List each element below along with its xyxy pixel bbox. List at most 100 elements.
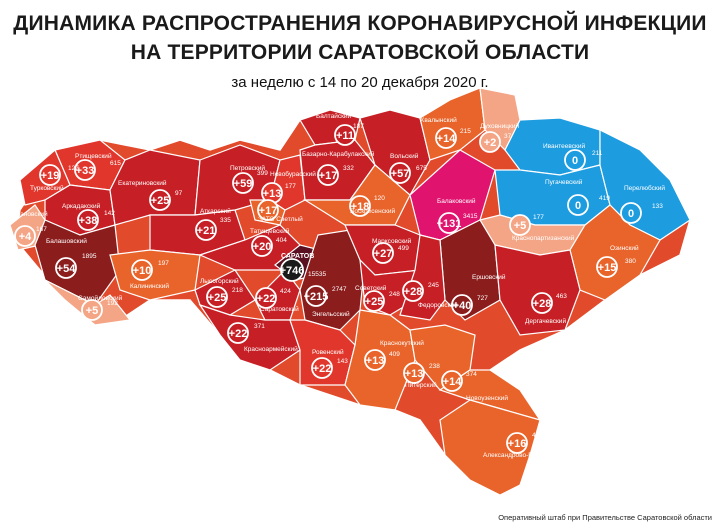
total-ershovsky: 727 — [477, 295, 488, 302]
total-baltaysky: 187 — [353, 123, 364, 130]
name-rovensky: Ровенский — [312, 348, 344, 356]
increase-perelyubsky: 0 — [628, 208, 634, 220]
increase-bazarno_karabulaksky: +17 — [319, 170, 338, 182]
name-zato_svetly: ЗАТО Светлый — [258, 215, 303, 223]
total-kalininsky: 197 — [158, 260, 169, 267]
name-engelsky: Энгельсский — [312, 310, 350, 318]
increase-samoylovsky: +5 — [86, 305, 99, 317]
name-sovetsky: Советский — [355, 284, 387, 292]
badge-bazarno_karabulaksky — [317, 164, 339, 186]
increase-baltaysky: +11 — [336, 130, 354, 142]
increase-lysogorsky: +25 — [208, 292, 227, 304]
increase-volsky: +57 — [391, 168, 410, 180]
increase-krasnokutsky: +13 — [366, 355, 385, 367]
badge-ekaterinovsky — [149, 189, 171, 211]
name-samoylovsky: Самойловский — [78, 294, 123, 302]
name-tatishchevsky: Татищевский — [250, 227, 290, 235]
total-ekaterinovsky: 97 — [175, 190, 183, 197]
increase-marksovsky: +27 — [374, 248, 393, 260]
name-romanovsky: Романовский — [8, 210, 48, 218]
badge-pitersky — [403, 362, 425, 384]
district-pugachevsky — [494, 164, 611, 226]
badge-ivanteevsky — [564, 149, 586, 171]
increase-ershovsky: +40 — [453, 300, 472, 312]
total-saratov: 15535 — [308, 271, 326, 278]
badge-rovensky — [311, 357, 333, 379]
name-fedorovsky: Федоровский — [418, 301, 458, 309]
name-krasnopartizansky: Краснопартизанский — [512, 234, 575, 242]
name-turkovsky: Турковский — [30, 184, 64, 192]
total-lysogorsky: 218 — [232, 287, 243, 294]
title-line-2: НА ТЕРРИТОРИИ САРАТОВСКОЙ ОБЛАСТИ — [130, 41, 590, 64]
total-romanovsky: 167 — [36, 226, 47, 233]
increase-ekaterinovsky: +25 — [151, 195, 170, 207]
increase-rtishchevsky: +33 — [76, 165, 95, 177]
increase-balashovsky: +54 — [57, 263, 77, 275]
name-ozinsky: Озинский — [610, 244, 639, 252]
badge-tatishchevsky — [251, 235, 273, 257]
increase-romanovsky: +4 — [19, 231, 32, 243]
title-line-1: ДИНАМИКА РАСПРОСТРАНЕНИЯ КОРОНАВИРУСНОЙ … — [13, 12, 707, 35]
increase-pitersky: +13 — [405, 368, 424, 380]
total-fedorovsky: 245 — [428, 282, 439, 289]
name-ershovsky: Ершовский — [472, 273, 506, 281]
total-pugachevsky: 419 — [599, 195, 610, 202]
badge-volsky — [389, 162, 411, 184]
badge-lysogorsky — [206, 286, 228, 308]
name-ivanteevsky: Ивантеевский — [543, 142, 585, 150]
badge-baltaysky — [334, 124, 356, 146]
name-pugachevsky: Пугачевский — [545, 178, 583, 186]
total-atkarsky: 335 — [220, 217, 231, 224]
increase-krasnoarmeysky: +22 — [229, 328, 248, 340]
total-arkadaksky: 142 — [104, 210, 115, 217]
increase-atkarsky: +21 — [197, 225, 216, 237]
increase-arkadaksky: +38 — [79, 215, 98, 227]
badge-marksovsky — [372, 242, 394, 264]
badge-dukhovnitsky — [479, 131, 501, 153]
badge-rtishchevsky — [74, 159, 96, 181]
badge-dergachevsky — [531, 292, 553, 314]
name-ekaterinovsky: Екатериновский — [118, 179, 167, 187]
total-aleksandrovo_gaysky: 441 — [532, 432, 543, 439]
badge-petrovsky — [232, 172, 254, 194]
badge-romanovsky — [14, 225, 36, 247]
name-dergachevsky: Дергачевский — [525, 317, 566, 325]
name-krasnoarmeysky: Красноармейский — [244, 345, 298, 353]
badge-pugachevsky — [567, 194, 589, 216]
badge-krasnokutsky — [364, 349, 386, 371]
badge-fedorovsky — [402, 280, 424, 302]
total-novouzensky: 374 — [466, 371, 477, 378]
total-ivanteevsky: 211 — [592, 150, 603, 157]
district-aleksandrovo_gaysky — [439, 399, 541, 496]
badge-krasnopartizansky — [509, 214, 531, 236]
badge-arkadaksky — [77, 209, 99, 231]
total-balashovsky: 1895 — [82, 253, 97, 260]
badge-ozinsky — [596, 256, 618, 278]
total-saratovsky: 424 — [280, 288, 291, 295]
increase-saratovsky: +22 — [257, 293, 276, 305]
increase-novouzensky: +14 — [443, 376, 463, 388]
name-arkadaksky: Аркадакский — [62, 202, 101, 210]
total-bazarno_karabulaksky: 332 — [343, 165, 354, 172]
badge-samoylovsky — [81, 299, 103, 321]
increase-engelsky: +215 — [304, 291, 329, 303]
total-engelsky: 2747 — [332, 286, 347, 293]
total-marksovsky: 499 — [398, 245, 409, 252]
badge-novouzensky — [441, 370, 463, 392]
total-krasnopartizansky: 177 — [533, 214, 544, 221]
name-saratov: САРАТОВ — [281, 253, 314, 260]
increase-petrovsky: +59 — [234, 178, 253, 190]
total-volsky: 675 — [416, 165, 427, 172]
badge-saratovsky — [255, 287, 277, 309]
name-pitersky: Питерский — [405, 381, 437, 389]
increase-balakovsky: +131 — [437, 218, 462, 230]
total-sovetsky: 248 — [389, 291, 400, 298]
name-baltaysky: Балтайский — [316, 112, 352, 120]
increase-ivanteevsky: 0 — [572, 155, 578, 167]
total-krasnoarmeysky: 371 — [254, 323, 265, 330]
badge-perelyubsky — [620, 202, 642, 224]
total-novoburassky: 177 — [285, 183, 296, 190]
badge-kalininsky — [131, 259, 153, 281]
total-krasnokutsky: 409 — [389, 351, 400, 358]
name-balashovsky: Балашовский — [46, 237, 87, 245]
